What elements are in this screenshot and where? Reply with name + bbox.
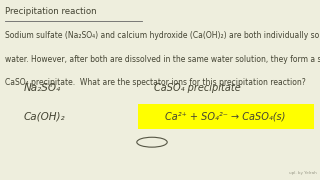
- Text: Precipitation reaction: Precipitation reaction: [5, 7, 96, 16]
- Text: upl. by Yelrah: upl. by Yelrah: [289, 171, 317, 175]
- Text: Na₂SO₄: Na₂SO₄: [24, 83, 61, 93]
- Text: Ca(OH)₂: Ca(OH)₂: [24, 112, 66, 122]
- Text: CaSO₄ precipitate.  What are the spectator ions for this precipitation reaction?: CaSO₄ precipitate. What are the spectato…: [5, 78, 306, 87]
- Text: Ca²⁺ + SO₄²⁻ → CaSO₄(s): Ca²⁺ + SO₄²⁻ → CaSO₄(s): [165, 112, 286, 122]
- Text: Sodium sulfate (Na₂SO₄) and calcium hydroxide (Ca(OH)₂) are both individually so: Sodium sulfate (Na₂SO₄) and calcium hydr…: [5, 31, 320, 40]
- Text: water. However, after both are dissolved in the same water solution, they form a: water. However, after both are dissolved…: [5, 55, 320, 64]
- Text: CaSO₄ precipitate: CaSO₄ precipitate: [154, 83, 240, 93]
- FancyBboxPatch shape: [138, 104, 314, 129]
